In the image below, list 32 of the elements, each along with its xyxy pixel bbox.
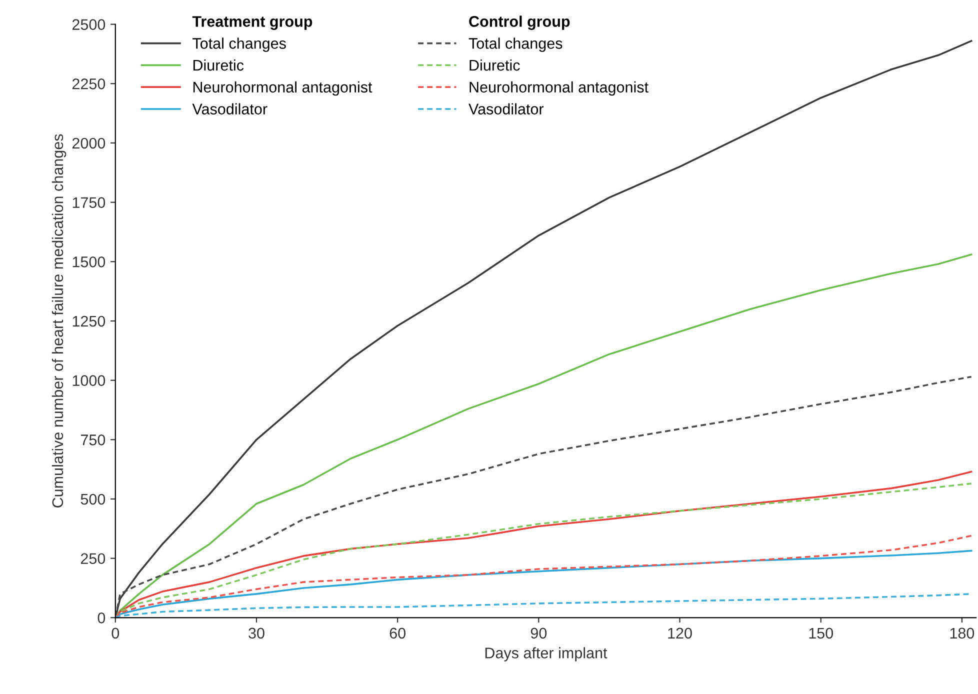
y-tick-label: 1750 bbox=[72, 197, 106, 208]
y-tick-label: 250 bbox=[80, 553, 106, 564]
x-tick-label: 60 bbox=[390, 628, 406, 639]
legend-label: Total changes bbox=[468, 38, 562, 52]
x-tick-label: 90 bbox=[530, 628, 547, 639]
y-tick-label: 750 bbox=[80, 434, 106, 446]
line-series bbox=[115, 534, 972, 618]
legend-label: Diuretic bbox=[193, 59, 244, 71]
legend-label: Total changes bbox=[192, 38, 286, 52]
x-tick-label: 150 bbox=[809, 628, 833, 639]
y-tick-label: 2250 bbox=[72, 78, 106, 90]
x-tick-label: 30 bbox=[248, 628, 264, 639]
y-tick-label: 0 bbox=[98, 612, 106, 624]
legend-label: Vasodilator bbox=[192, 103, 268, 114]
legend-label: Diuretic bbox=[470, 59, 520, 71]
y-axis-title: Cumulative number of heart failure medication changes bbox=[52, 134, 66, 508]
x-tick-label: 180 bbox=[950, 628, 974, 639]
legend-label: Neurohormonal antagonist bbox=[193, 81, 372, 96]
x-axis-title: Days after implant bbox=[485, 647, 608, 662]
line-series bbox=[115, 376, 972, 618]
y-tick-label: 1250 bbox=[72, 316, 106, 327]
y-tick-label: 2000 bbox=[72, 138, 106, 149]
legend-label: Vasodilator bbox=[468, 103, 544, 114]
y-tick-label: 1500 bbox=[72, 256, 106, 268]
y-tick-label: 500 bbox=[80, 494, 106, 505]
x-tick-label: 0 bbox=[112, 628, 120, 639]
annotation: Control group bbox=[469, 16, 570, 30]
y-tick-label: 1000 bbox=[72, 375, 106, 386]
legend-label: Neurohormonal antagonist bbox=[470, 81, 648, 96]
x-tick-label: 120 bbox=[668, 628, 692, 639]
annotation: Treatment group bbox=[192, 16, 312, 30]
y-tick-label: 2500 bbox=[72, 19, 106, 30]
